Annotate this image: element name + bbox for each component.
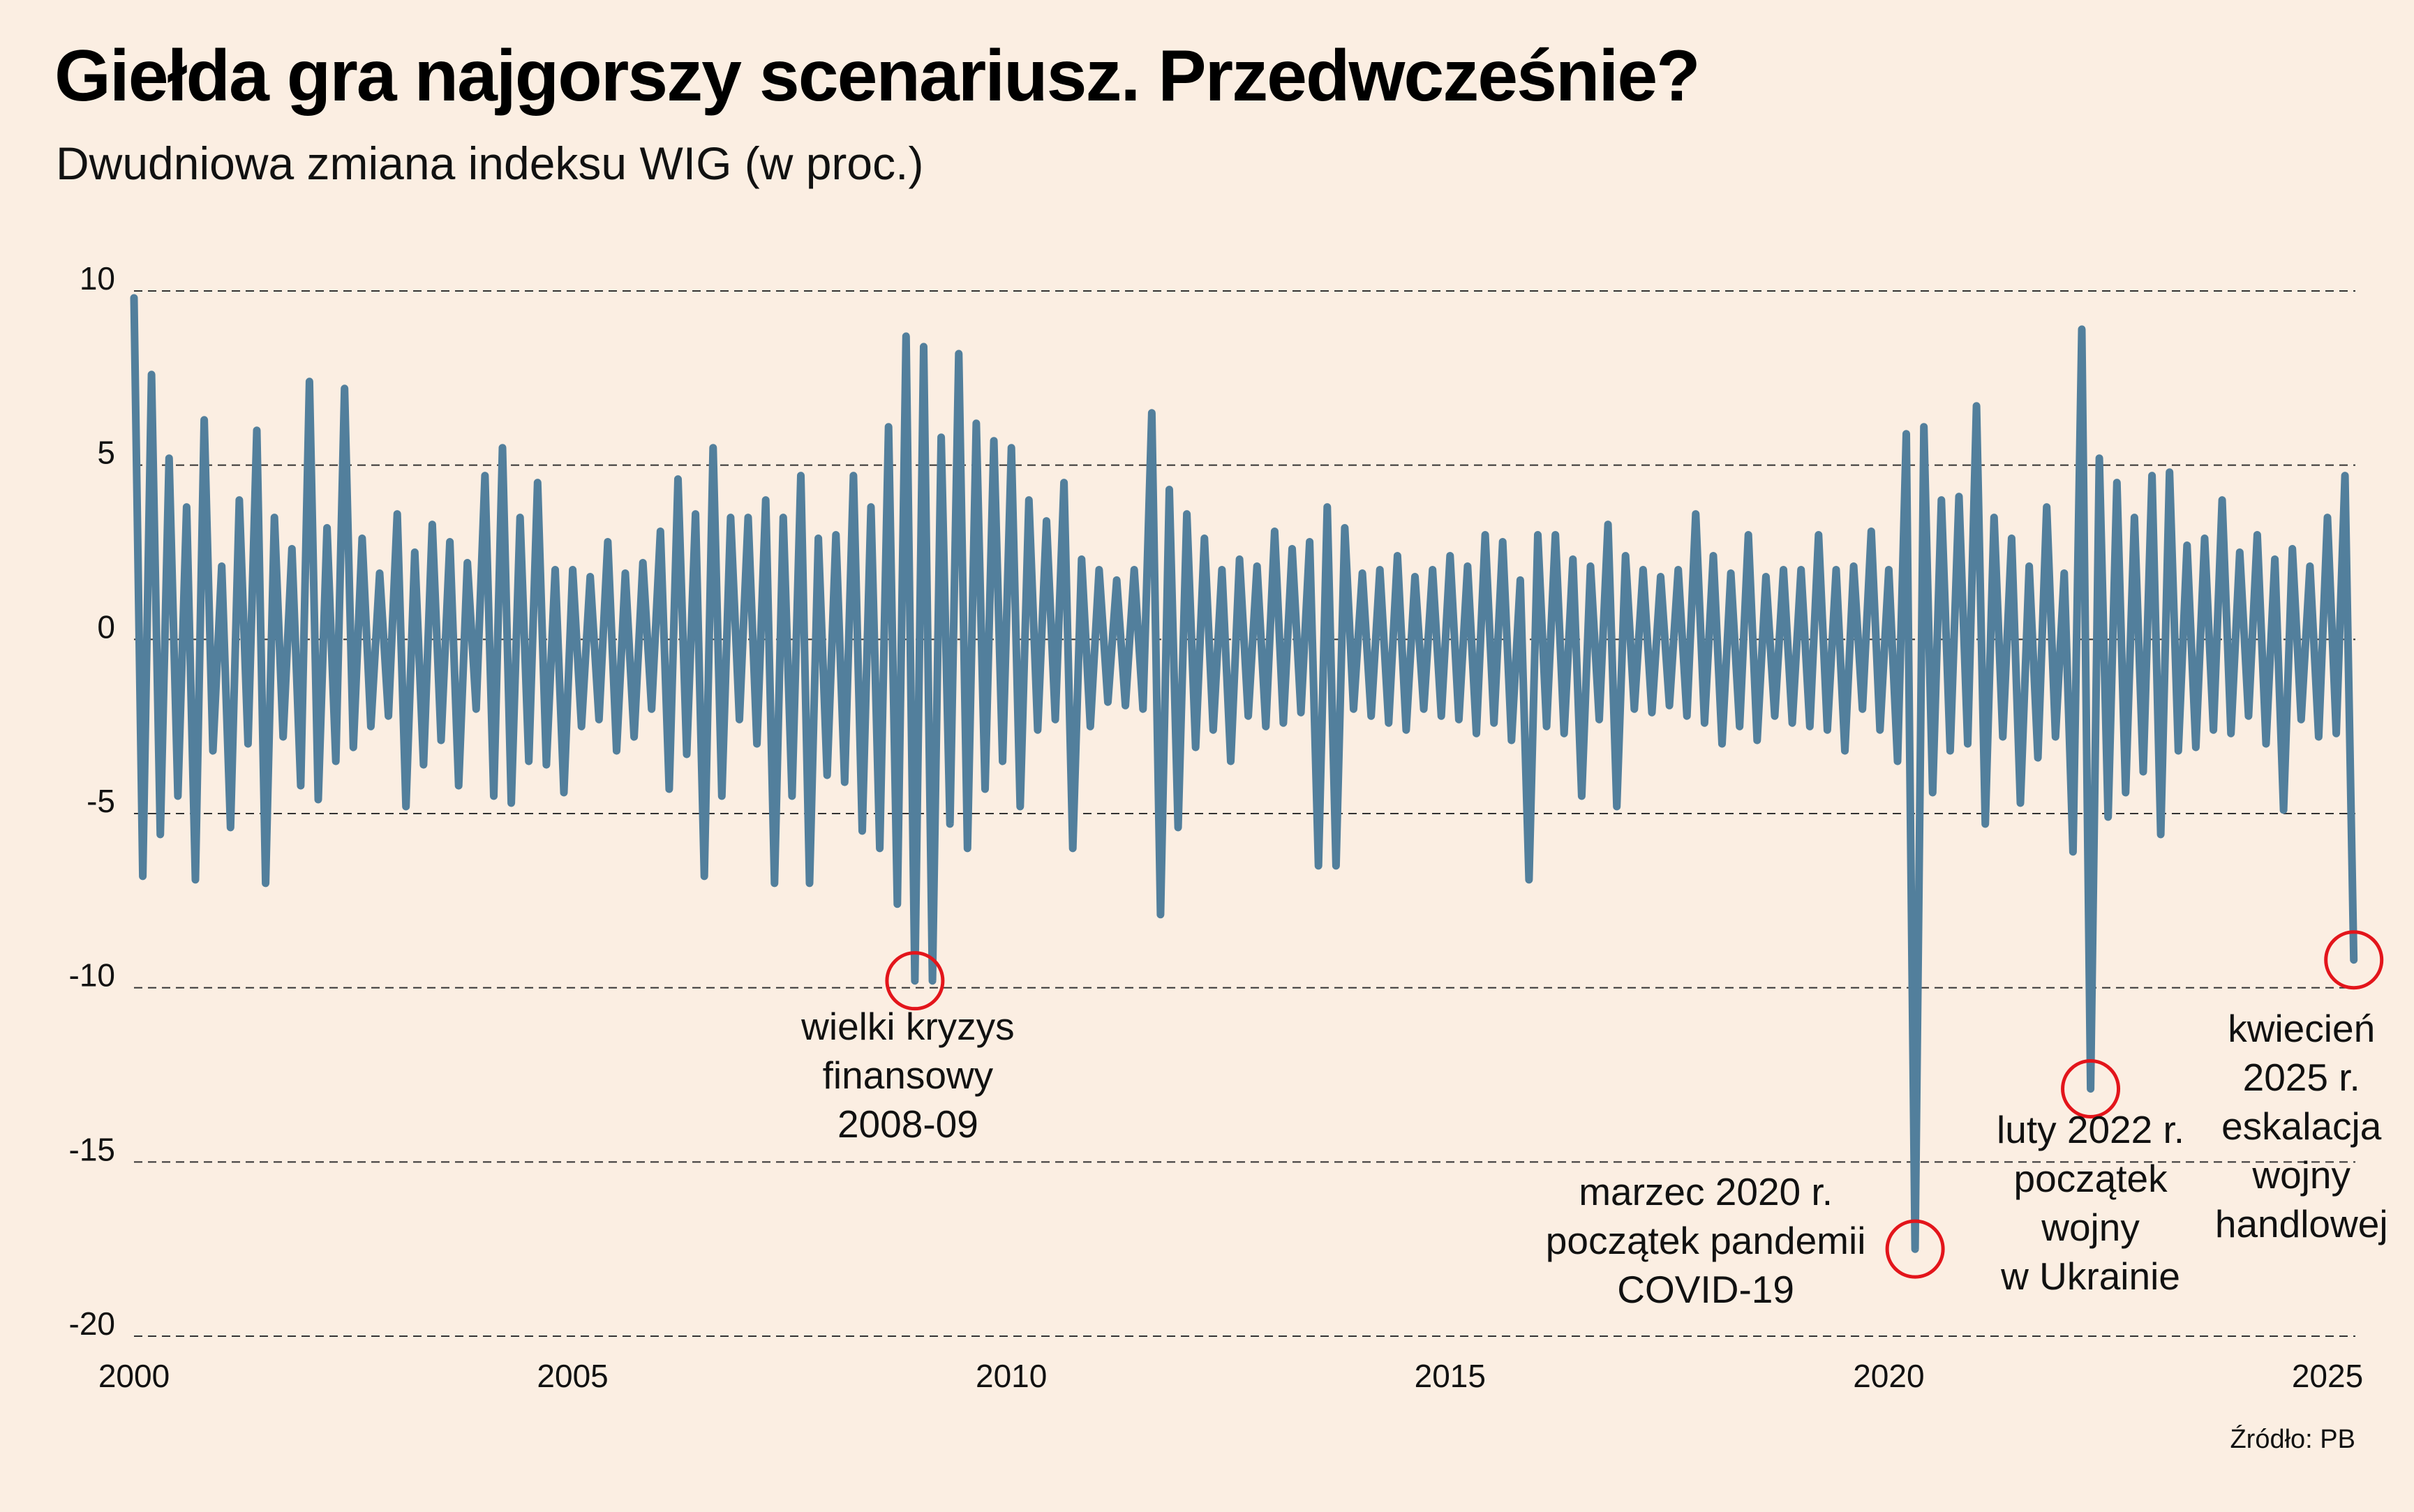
annotation-label: 2008-09 xyxy=(837,1102,978,1146)
y-tick-label: -15 xyxy=(69,1131,115,1167)
annotation-label: początek xyxy=(2013,1157,2168,1200)
annotation: marzec 2020 r. początek pandemii COVID-19 xyxy=(1546,1170,1945,1311)
x-tick-label: 2005 xyxy=(537,1358,608,1394)
x-tick-label: 2025 xyxy=(2292,1358,2363,1394)
annotations: wielki kryzys finansowy 2008-09 marzec 2020… xyxy=(800,930,2388,1311)
annotation: kwiecień 2025 r. eskalacja wojny handlowej xyxy=(2215,930,2388,1245)
annotation-label: luty 2022 r. xyxy=(1997,1108,2184,1151)
annotation-label: eskalacja xyxy=(2221,1105,2382,1148)
annotation-label: handlowej xyxy=(2215,1202,2388,1245)
x-tick-label: 2020 xyxy=(1853,1358,1924,1394)
y-tick-label: 0 xyxy=(97,608,115,645)
annotation-label: COVID-19 xyxy=(1617,1268,1794,1311)
x-tick-label: 2010 xyxy=(976,1358,1047,1394)
annotation-label: wielki kryzys xyxy=(800,1005,1015,1048)
annotation: wielki kryzys finansowy 2008-09 xyxy=(800,951,1015,1146)
x-axis-ticks: 2000 2005 2010 2015 2020 2025 xyxy=(98,1358,2363,1394)
annotation-label: 2025 r. xyxy=(2243,1056,2360,1099)
annotation: luty 2022 r. początek wojny w Ukrainie xyxy=(1997,1058,2184,1298)
y-axis-ticks: 10 5 0 -5 -10 -15 -20 xyxy=(69,260,115,1342)
annotation-label: kwiecień xyxy=(2228,1007,2375,1050)
annotation-circle xyxy=(2061,1058,2121,1118)
y-tick-label: -20 xyxy=(69,1305,115,1342)
chart-subtitle: Dwudniowa zmiana indeksu WIG (w proc.) xyxy=(56,137,924,189)
series xyxy=(130,294,2358,1253)
x-tick-label: 2000 xyxy=(98,1358,170,1394)
series-line xyxy=(130,294,2358,1253)
annotation-label: początek pandemii xyxy=(1546,1219,1866,1262)
y-tick-label: -5 xyxy=(87,783,115,819)
y-tick-label: 5 xyxy=(97,435,115,471)
source-note: Źródło: PB xyxy=(2230,1424,2355,1454)
annotation-label: wojny xyxy=(2251,1153,2350,1197)
annotation-label: finansowy xyxy=(823,1054,994,1097)
annotation-label: marzec 2020 r. xyxy=(1579,1170,1833,1213)
annotation-label: w Ukrainie xyxy=(2000,1255,2180,1298)
annotation-circle xyxy=(885,951,945,1011)
annotation-label: wojny xyxy=(2041,1206,2140,1249)
y-tick-label: 10 xyxy=(80,260,115,297)
annotation-circle xyxy=(1885,1219,1945,1279)
x-tick-label: 2015 xyxy=(1415,1358,1486,1394)
annotation-circle xyxy=(2324,930,2384,990)
y-tick-label: -10 xyxy=(69,957,115,994)
chart-title: Giełda gra najgorszy scenariusz. Przedwc… xyxy=(54,36,1701,117)
